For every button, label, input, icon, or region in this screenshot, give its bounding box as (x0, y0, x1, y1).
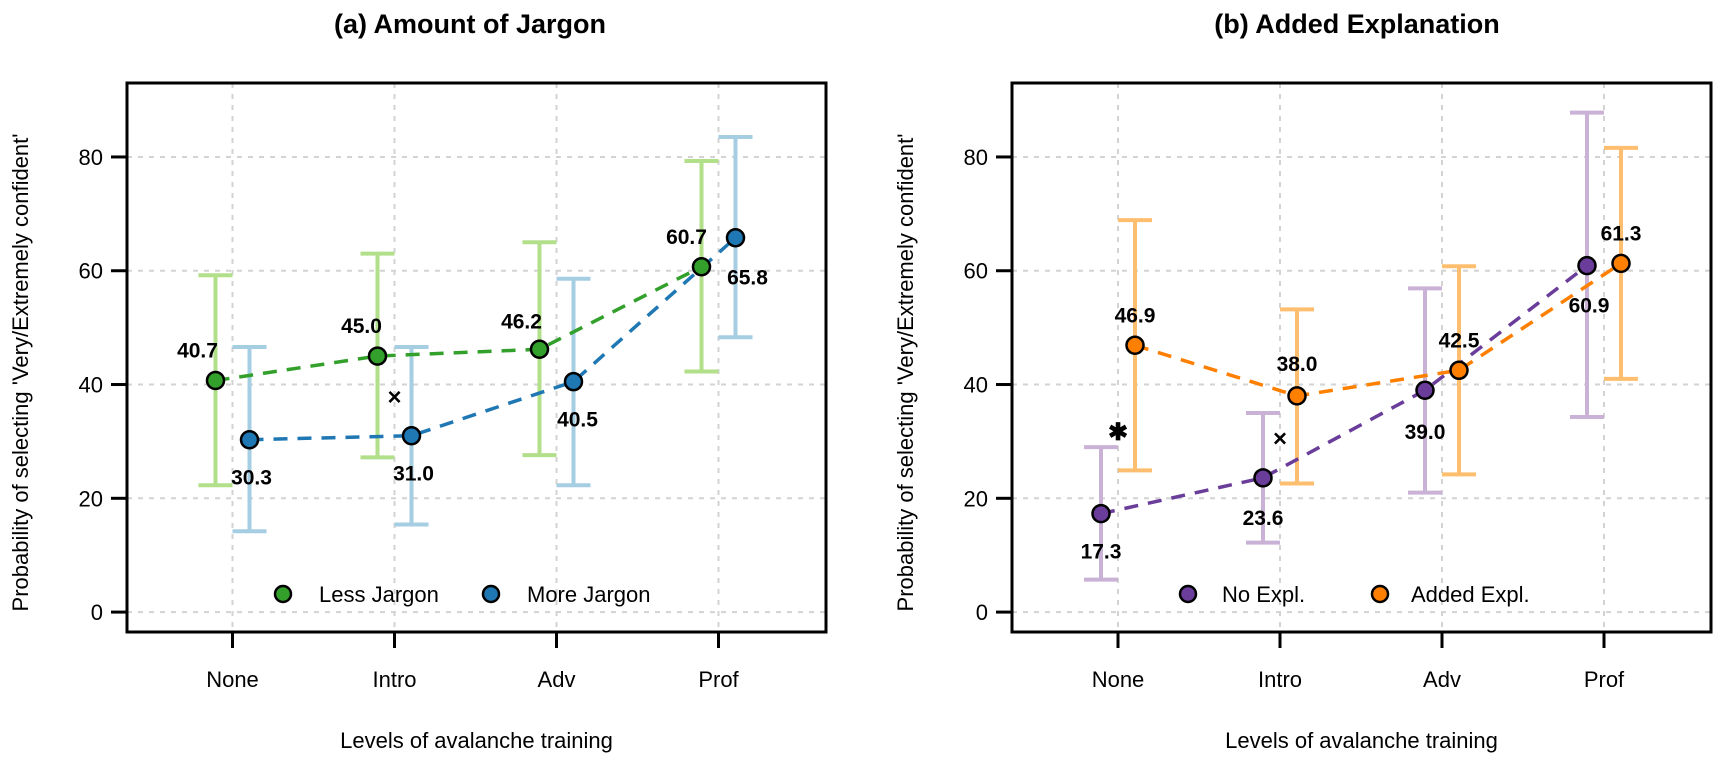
series-line (215, 265, 703, 383)
data-label: 23.6 (1243, 507, 1284, 530)
data-point (1125, 335, 1145, 356)
significance-marker: × (387, 384, 401, 411)
data-point (205, 370, 226, 391)
plot-frame (1010, 81, 1713, 634)
x-tick-label: None (1092, 667, 1145, 692)
legend-label: Added Expl. (1411, 582, 1530, 607)
series-line (1134, 261, 1622, 398)
data-label: 40.7 (177, 340, 218, 363)
series-line (1100, 264, 1589, 516)
data-label: 61.3 (1601, 222, 1642, 245)
chart-title: (a) Amount of Jargon (334, 9, 606, 39)
series-added-expl (1118, 145, 1638, 486)
data-label: 42.5 (1439, 329, 1480, 352)
legend-marker (273, 584, 293, 604)
data-point (529, 339, 550, 360)
data-point (401, 425, 422, 446)
x-tick-label: Adv (1423, 667, 1461, 692)
panel-amount-of-jargon: (a) Amount of Jargon 0 20 40 60 80 None Intro Ad… (8, 9, 828, 753)
significance-marker: × (1273, 425, 1287, 452)
data-point (725, 227, 746, 248)
significance-marker: ✱ (1108, 419, 1128, 446)
plot-frame (125, 81, 828, 634)
chart-title: (b) Added Explanation (1214, 9, 1500, 39)
data-point (691, 257, 712, 277)
data-point (239, 429, 260, 450)
legend-marker (1370, 584, 1390, 604)
legend-label: Less Jargon (319, 582, 439, 607)
x-tick-label: None (206, 667, 259, 692)
data-label: 45.0 (341, 315, 382, 338)
y-tick-label: 80 (964, 145, 988, 170)
data-label: 30.3 (231, 467, 272, 490)
y-axis-title: Probability of selecting 'Very/Extremely… (8, 134, 33, 612)
y-tick-label: 60 (79, 259, 103, 284)
data-label: 31.0 (393, 463, 434, 486)
legend-label: More Jargon (527, 582, 651, 607)
x-tick-label: Intro (1258, 667, 1302, 692)
y-tick-label: 0 (976, 600, 988, 625)
data-point (1449, 360, 1469, 381)
legend-marker (481, 584, 501, 604)
data-point (1577, 255, 1597, 276)
y-tick-label: 20 (964, 486, 988, 511)
series-line (249, 236, 737, 442)
series-more-jargon (232, 135, 753, 534)
data-point (1287, 386, 1307, 406)
data-label: 46.9 (1115, 304, 1156, 327)
y-tick-label: 40 (79, 373, 103, 398)
y-tick-label: 40 (964, 373, 988, 398)
data-label: 46.2 (501, 310, 542, 333)
x-tick-label: Prof (1584, 667, 1625, 692)
data-point (1091, 503, 1111, 524)
data-point (1253, 468, 1273, 488)
y-axis-title: Probability of selecting 'Very/Extremely… (893, 134, 918, 612)
data-point (1415, 380, 1435, 400)
x-axis-title: Levels of avalanche training (1225, 728, 1498, 753)
legend-label: No Expl. (1222, 582, 1305, 607)
x-tick-label: Prof (698, 667, 739, 692)
y-tick-label: 80 (79, 145, 103, 170)
data-label: 60.7 (666, 226, 707, 249)
data-label: 39.0 (1405, 421, 1446, 444)
y-tick-label: 0 (91, 600, 103, 625)
data-point (563, 371, 584, 392)
series-no-expl (1084, 110, 1604, 582)
data-point (367, 346, 388, 366)
x-tick-label: Adv (538, 667, 576, 692)
data-point (1611, 253, 1631, 274)
data-label: 40.5 (557, 409, 598, 432)
data-label: 17.3 (1081, 541, 1122, 564)
panel-added-explanation: (b) Added Explanation 0 20 40 60 80 None Intro A… (893, 9, 1713, 753)
y-tick-label: 60 (964, 259, 988, 284)
legend-marker (1178, 584, 1198, 604)
data-label: 60.9 (1569, 295, 1610, 318)
x-axis-title: Levels of avalanche training (340, 728, 613, 753)
data-label: 38.0 (1277, 353, 1318, 376)
data-label: 65.8 (727, 267, 768, 290)
x-tick-label: Intro (372, 667, 416, 692)
y-tick-label: 20 (79, 486, 103, 511)
